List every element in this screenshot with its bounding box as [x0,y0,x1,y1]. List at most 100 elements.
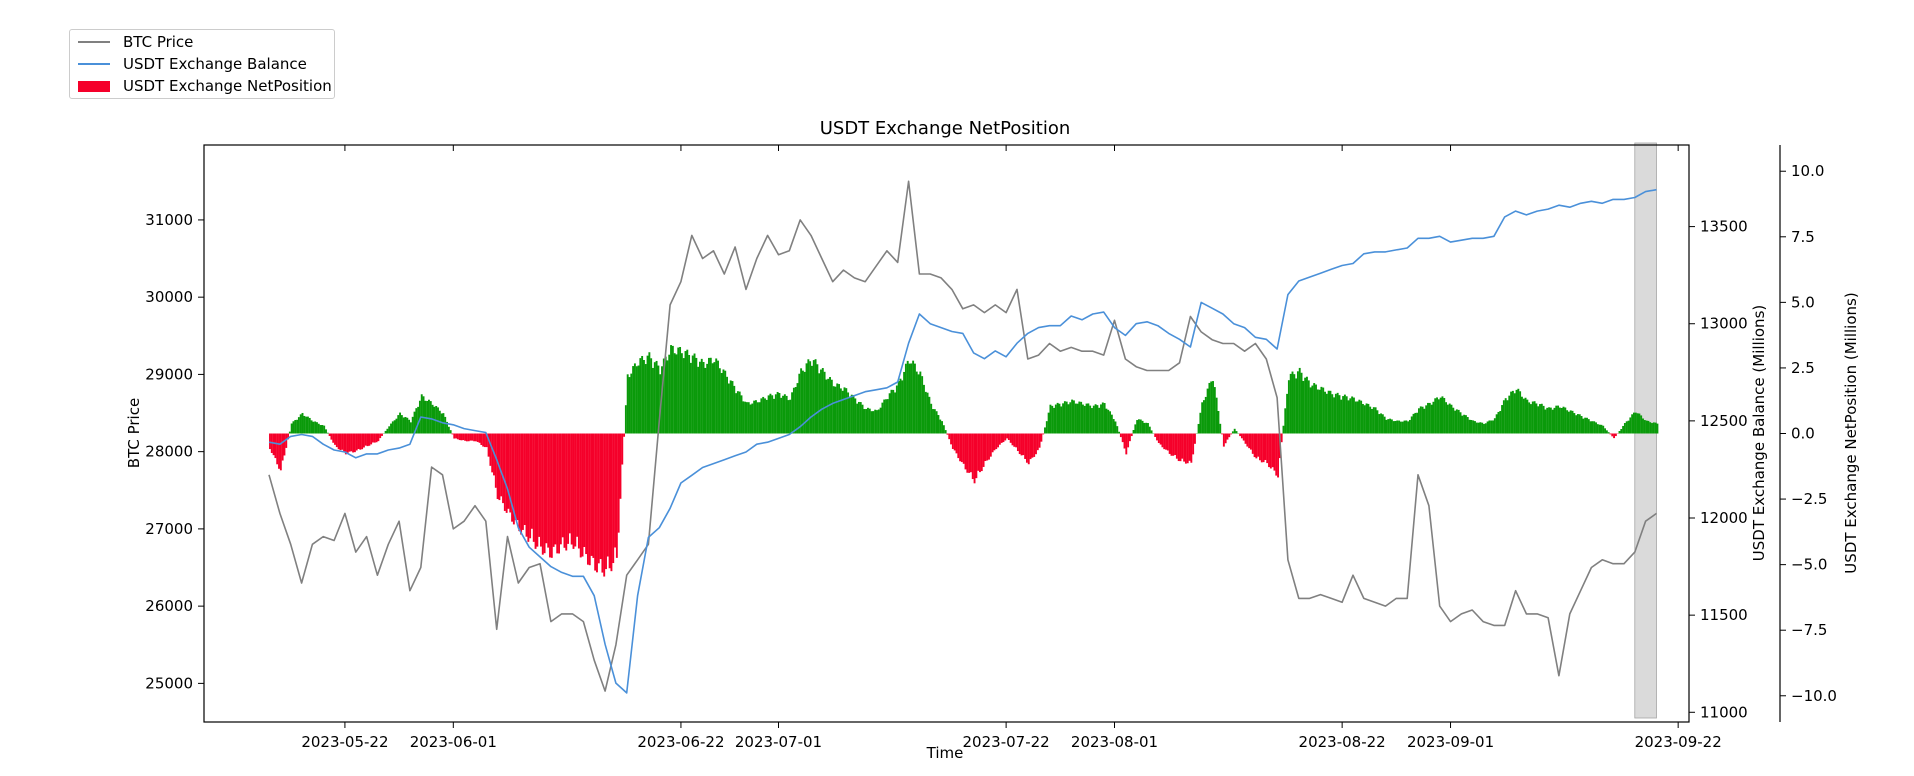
netposition-bar [928,396,931,434]
netposition-bar [1643,420,1646,434]
netposition-bar [1640,415,1643,434]
netposition-bar [1072,400,1075,434]
netposition-bar [980,433,983,472]
netposition-bar [1078,401,1081,434]
x-tick-label: 2023-09-22 [1635,733,1722,751]
netposition-bar [1029,433,1032,460]
netposition-bar [1141,420,1144,434]
netposition-bar [1439,397,1442,434]
netposition-bar [785,395,788,434]
netposition-bar [1096,405,1099,434]
netposition-bar [1228,433,1231,438]
netposition-bar [570,433,573,545]
netposition-bar [697,366,700,434]
netposition-bar [511,433,514,522]
netposition-bar [391,421,394,434]
netposition-bar [628,377,631,434]
netposition-bar [590,433,593,556]
netposition-bar [1024,433,1027,459]
netposition-bar [856,403,859,434]
netposition-bar [1197,423,1200,434]
netposition-bar [1634,412,1637,434]
netposition-bar [1580,416,1583,434]
netposition-bar [751,403,754,434]
netposition-bar [1506,400,1509,434]
netposition-bar [693,353,696,434]
netposition-bar [792,387,795,434]
netposition-bar [1455,409,1458,434]
netposition-bar [1562,406,1565,434]
netposition-bar [664,356,667,434]
netposition-bar [409,422,412,434]
x-tick-label: 2023-09-01 [1407,733,1494,751]
netposition-bar [1349,398,1352,434]
netposition-bar [857,401,860,434]
netposition-bar [1156,433,1158,441]
chart-title: USDT Exchange NetPosition [820,118,1071,139]
netposition-bar [350,433,353,452]
netposition-bar [1325,393,1328,434]
netposition-bar [973,433,976,484]
netposition-bar [520,433,523,535]
netposition-bar [695,357,698,434]
netposition-bar [886,399,889,434]
netposition-bar [1638,413,1641,434]
netposition-bar [464,433,467,441]
legend-swatch-usdt-netposition [78,80,110,92]
netposition-bar [1054,404,1057,434]
netposition-bar [1132,430,1135,434]
netposition-bar [740,395,743,434]
netposition-bar [755,400,757,434]
netposition-bar [576,433,579,537]
netposition-bar [384,430,387,434]
netposition-bar [1080,401,1083,434]
netposition-bar [503,433,506,511]
netposition-bar [1130,433,1133,437]
netposition-bar [650,358,653,434]
netposition-bar [1582,418,1585,434]
netposition-bar [1481,422,1484,434]
netposition-bar [904,363,907,434]
netposition-bar [1519,391,1522,434]
netposition-bar [1163,433,1166,450]
netposition-bar [518,433,521,532]
netposition-bar [1114,421,1117,434]
netposition-bar [1401,421,1404,434]
netposition-bar [1539,404,1541,434]
netposition-bar [1179,433,1182,462]
netposition-bar [1399,421,1402,434]
netposition-bar [834,386,837,434]
netposition-bar [1571,410,1574,434]
netposition-bar [865,409,868,434]
netposition-bar [395,418,398,434]
netposition-bar [1139,419,1142,434]
netposition-bar [456,433,459,440]
netposition-bar [370,433,373,445]
netposition-bar [1118,431,1121,434]
netposition-bar [473,433,476,442]
netposition-bar [545,433,548,544]
netposition-bar [1295,378,1298,434]
netposition-bar [1291,371,1294,434]
y-right1-tick-label: 13000 [1700,315,1748,333]
netposition-bar [1333,397,1336,434]
netposition-bar [995,433,998,450]
netposition-bar [1154,433,1157,437]
netposition-bar [906,360,909,434]
netposition-bar [1490,420,1493,434]
netposition-bar [1248,433,1251,449]
netposition-bar [1020,433,1023,456]
netposition-bar [1578,414,1581,434]
netposition-bar [444,416,447,434]
netposition-bar [1587,419,1590,434]
netposition-bar [1168,433,1171,454]
netposition-bar [1459,412,1462,434]
netposition-bar [276,433,279,465]
netposition-bar [339,433,342,451]
netposition-bar [899,378,902,434]
netposition-bar [812,360,815,434]
netposition-bar [1530,404,1532,434]
netposition-bar [540,433,542,547]
netposition-bar [1555,405,1558,434]
netposition-bar [565,433,568,551]
